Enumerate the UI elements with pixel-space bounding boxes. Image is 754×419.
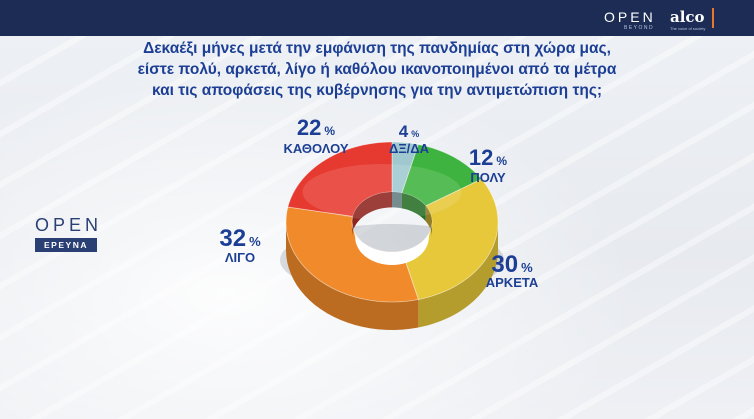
open-brand-logo: OPEN	[604, 9, 656, 25]
donut-side-walls	[286, 222, 498, 330]
question-line-1: Δεκαέξι μήνες μετά την εμφάνιση της πανδ…	[143, 40, 611, 57]
top-bar: OPEN BEYOND alco The voice of society	[0, 0, 754, 36]
survey-question: Δεκαέξι μήνες μετά την εμφάνιση της πανδ…	[60, 38, 694, 101]
program-logo: OPEN ΕΡΕΥΝΑ	[35, 215, 103, 252]
value-label-dxda: 4%	[399, 122, 419, 141]
category-label-poly: ΠΟΛΥ	[470, 170, 506, 185]
hole-wall-poly	[401, 192, 426, 222]
value-label-ligo: 32%	[219, 225, 261, 252]
hole-wall-katholou	[352, 192, 392, 232]
program-logo-open: OPEN	[35, 215, 103, 235]
value-label-arketa: 30%	[491, 251, 533, 278]
side-wall-arketa	[418, 222, 498, 328]
value-label-katholou: 22%	[297, 115, 335, 140]
question-line-2: είστε πολύ, αρκετά, λίγο ή καθόλου ικανο…	[137, 61, 617, 78]
category-label-dxda: ΔΞ/ΔΑ	[389, 141, 430, 156]
category-label-arketa: ΑΡΚΕΤΑ	[486, 275, 539, 290]
donut-hole-walls	[352, 192, 432, 238]
donut-hole-floor	[352, 222, 432, 265]
program-logo-erevna: ΕΡΕΥΝΑ	[35, 238, 97, 252]
chart-labels: 4 %ΔΞ/ΔΑ 12 %ΠΟΛΥ 30 %ΑΡΚΕΤΑ 32 %ΛΙΓΟ 22 %ΚΑΘΟΛΟΥ	[219, 115, 538, 290]
donut-top-faces	[285, 141, 499, 303]
value-label-poly: 12%	[469, 145, 507, 170]
hole-wall-arketa	[425, 205, 432, 238]
brand-separator	[712, 8, 714, 28]
hole-wall-dxda	[392, 192, 402, 209]
question-line-3: και τις αποφάσεις της κυβέρνησης για την…	[151, 82, 603, 99]
side-wall-ligo	[286, 222, 419, 330]
beyond-brand-text: BEYOND	[624, 25, 655, 31]
hole-wall-ligo	[352, 216, 353, 238]
category-label-katholou: ΚΑΘΟΛΟΥ	[283, 141, 348, 156]
background-stripes	[0, 36, 754, 419]
alco-brand-logo: alco	[670, 8, 705, 26]
category-label-ligo: ΛΙΓΟ	[225, 250, 255, 265]
donut-highlight	[302, 164, 462, 220]
alco-tagline: The voice of society	[670, 26, 706, 31]
